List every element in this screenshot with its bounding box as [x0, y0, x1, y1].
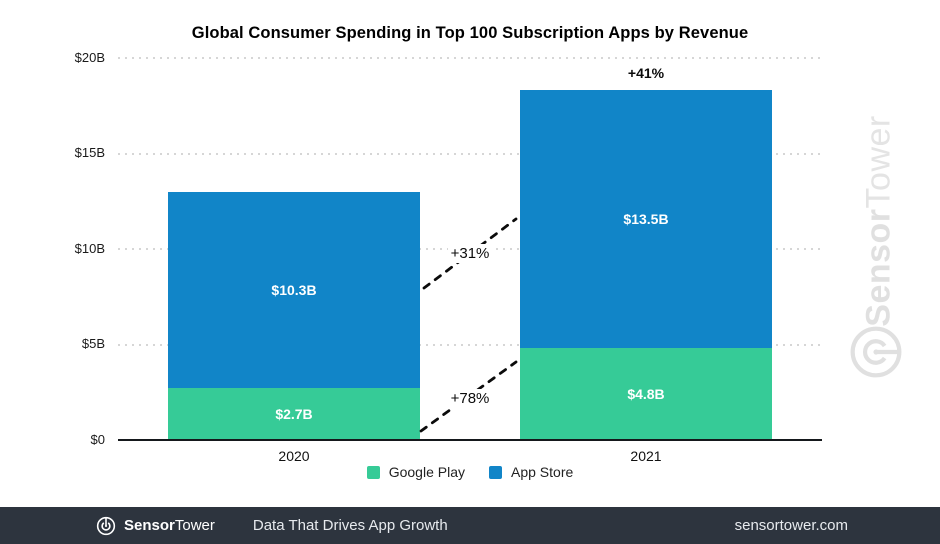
- growth-value: +31%: [447, 244, 493, 263]
- app-store-growth-label: +31%: [440, 244, 500, 263]
- gridline-20b: [118, 57, 822, 59]
- gridline-5b: [118, 343, 822, 346]
- bar-2020: $2.7B $10.3B: [168, 191, 420, 440]
- footer-website: sensortower.com: [734, 517, 848, 534]
- google-play-swatch-icon: [366, 465, 380, 479]
- footer: SensorTower Data That Drives App Growth …: [0, 507, 940, 544]
- footer-brand-bold: Sensor: [124, 517, 175, 534]
- legend-label: Google Play: [388, 464, 465, 480]
- x-axis-line: [118, 439, 822, 441]
- legend-label: App Store: [511, 464, 574, 480]
- y-axis-tick-label: $20B: [74, 50, 105, 65]
- footer-brand: SensorTower: [124, 517, 215, 534]
- watermark-brand-bold: Sensor: [859, 208, 898, 327]
- legend: Google Play App Store: [0, 464, 940, 480]
- gridline-15b: [118, 152, 822, 155]
- sensor-tower-logo-watermark-icon: [850, 326, 902, 378]
- bar-segment-google-play-2021: $4.8B: [520, 348, 772, 440]
- bar-2021: $4.8B $13.5B: [520, 90, 772, 440]
- watermark-brand-light: Tower: [859, 115, 898, 209]
- y-axis-tick-label: $15B: [74, 145, 105, 160]
- segment-value-label: $13.5B: [623, 211, 669, 228]
- legend-item-google-play: Google Play: [366, 464, 465, 480]
- footer-brand-regular: Tower: [174, 517, 215, 534]
- total-growth-label-2021: +41%: [627, 65, 665, 81]
- segment-value-label: $4.8B: [627, 386, 665, 403]
- bar-segment-app-store-2020: $10.3B: [168, 191, 420, 389]
- legend-item-app-store: App Store: [489, 464, 573, 480]
- segment-value-label: $2.7B: [275, 406, 313, 423]
- chart-title: Global Consumer Spending in Top 100 Subs…: [191, 24, 749, 42]
- y-axis-tick-label: $10B: [74, 241, 105, 256]
- x-axis-label-2020: 2020: [278, 448, 310, 464]
- bar-segment-google-play-2020: $2.7B: [168, 388, 420, 440]
- y-axis-tick-label: $5B: [81, 336, 105, 351]
- app-store-swatch-icon: [489, 465, 502, 479]
- footer-tagline: Data That Drives App Growth: [252, 517, 448, 534]
- bar-segment-app-store-2021: $13.5B: [520, 90, 772, 349]
- sensor-tower-logo-icon: [96, 516, 116, 535]
- sensor-tower-watermark: SensorTower: [860, 115, 899, 326]
- segment-value-label: $10.3B: [271, 282, 317, 299]
- growth-value: +78%: [447, 389, 493, 408]
- x-axis-label-2021: 2021: [630, 448, 662, 464]
- google-play-growth-label: +78%: [439, 389, 501, 408]
- y-axis-tick-label: $0: [90, 432, 105, 447]
